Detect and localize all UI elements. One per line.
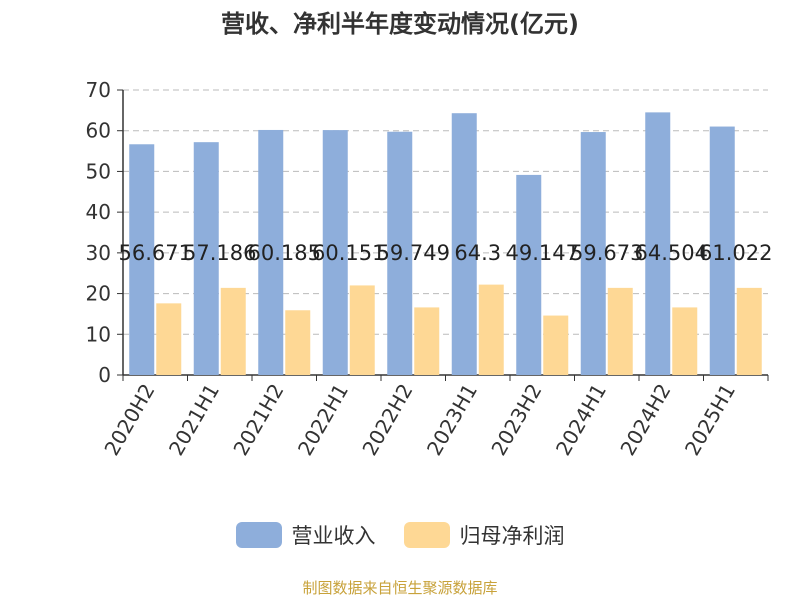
- data-label-revenue: 60.151: [312, 241, 385, 265]
- data-label-revenue: 60.185: [248, 241, 321, 265]
- y-tick-label: 40: [86, 200, 111, 224]
- y-tick-label: 30: [86, 241, 111, 265]
- x-tick-label: 2024H2: [615, 380, 675, 460]
- bar-net-profit[interactable]: [607, 287, 633, 375]
- x-tick-label: 2023H1: [422, 380, 482, 460]
- legend: 营业收入 归母净利润: [0, 519, 800, 551]
- bar-net-profit[interactable]: [543, 315, 569, 375]
- bar-net-profit[interactable]: [156, 303, 182, 375]
- x-tick-label: 2025H1: [680, 380, 740, 460]
- chart-title: 营收、净利半年度变动情况(亿元): [221, 10, 579, 38]
- x-tick-label: 2022H1: [293, 380, 353, 460]
- gridlines: [123, 89, 768, 335]
- bar-revenue[interactable]: [580, 132, 606, 375]
- bar-revenue[interactable]: [193, 142, 219, 375]
- x-tick-label: 2023H2: [486, 380, 546, 460]
- bar-revenue[interactable]: [129, 144, 155, 375]
- legend-item-net-profit[interactable]: 归母净利润: [403, 520, 565, 550]
- x-tick-label: 2020H2: [99, 380, 159, 460]
- bar-revenue[interactable]: [451, 113, 477, 375]
- data-label-revenue: 64.504: [635, 241, 708, 265]
- x-tick-label: 2021H2: [228, 380, 288, 460]
- bar-revenue[interactable]: [709, 126, 735, 375]
- bar-revenue[interactable]: [387, 131, 413, 375]
- data-label-revenue: 57.186: [183, 241, 256, 265]
- y-tick-label: 10: [86, 322, 111, 346]
- y-axis: 0 10 20 30 40 50 60 70: [86, 78, 124, 387]
- y-tick-label: 20: [86, 282, 111, 306]
- data-label-revenue: 56.671: [119, 241, 192, 265]
- y-tick-label: 50: [86, 159, 111, 183]
- bars: [129, 112, 762, 375]
- y-tick-label: 60: [86, 119, 111, 143]
- bar-net-profit[interactable]: [414, 307, 440, 375]
- x-axis: 2020H2 2021H1 2021H2 2022H1 2022H2 2023H1 2023…: [99, 374, 769, 460]
- x-tick-label: 2024H1: [551, 380, 611, 460]
- bar-net-profit[interactable]: [478, 284, 504, 375]
- data-label-revenue: 59.749: [377, 241, 450, 265]
- y-tick-label: 70: [86, 78, 111, 102]
- bar-revenue[interactable]: [516, 174, 542, 375]
- bar-revenue[interactable]: [322, 130, 348, 375]
- data-label-revenue: 49.147: [506, 241, 579, 265]
- bar-net-profit[interactable]: [672, 307, 698, 375]
- legend-item-revenue[interactable]: 营业收入: [235, 520, 376, 550]
- legend-swatch-revenue: [235, 522, 282, 548]
- bar-revenue[interactable]: [258, 129, 284, 375]
- legend-label-revenue: 营业收入: [291, 524, 376, 548]
- data-label-revenue: 59.673: [570, 241, 643, 265]
- legend-swatch-net-profit: [403, 522, 450, 548]
- bar-net-profit[interactable]: [736, 287, 762, 375]
- legend-label-net-profit: 归母净利润: [459, 524, 565, 548]
- bar-net-profit[interactable]: [220, 287, 246, 375]
- data-label-revenue: 64.3: [454, 241, 501, 265]
- bar-net-profit[interactable]: [285, 310, 311, 375]
- x-tick-label: 2022H2: [357, 380, 417, 460]
- x-tick-label: 2021H1: [164, 380, 224, 460]
- data-label-revenue: 61.022: [699, 241, 772, 265]
- source-note: 制图数据来自恒生聚源数据库: [302, 579, 498, 597]
- y-tick-label: 0: [98, 363, 111, 387]
- bar-revenue[interactable]: [645, 112, 671, 375]
- bar-net-profit[interactable]: [349, 285, 375, 375]
